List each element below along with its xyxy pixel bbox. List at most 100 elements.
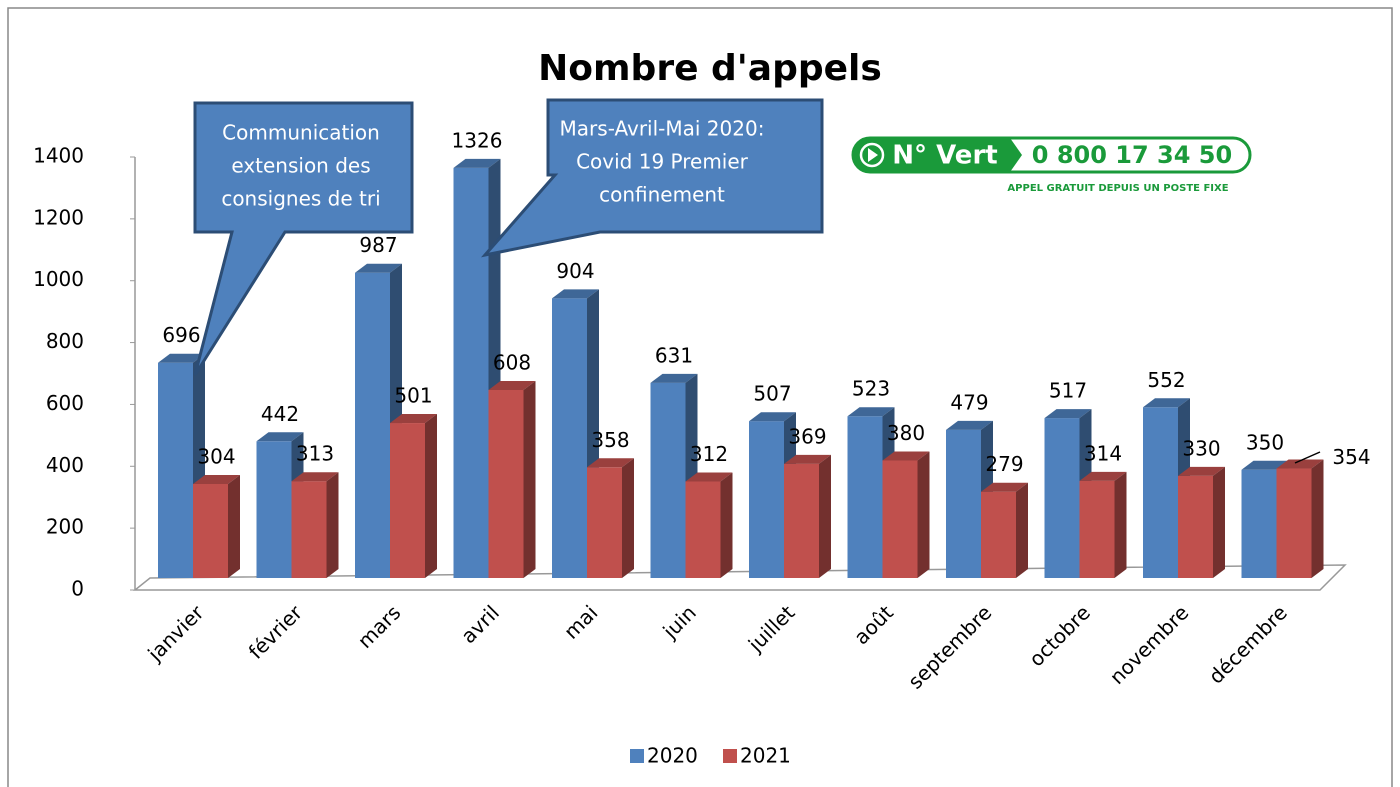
y-tick-label: 800	[46, 329, 84, 353]
bar-front	[981, 491, 1016, 578]
bar-front	[882, 460, 918, 578]
bar-side	[523, 380, 536, 578]
bar-top	[882, 451, 930, 461]
value-label: 501	[394, 384, 432, 408]
bar	[1178, 466, 1225, 578]
bar-front	[390, 423, 425, 578]
callout	[193, 101, 414, 376]
bar-front	[1241, 469, 1277, 578]
bar-top	[587, 458, 634, 468]
bar	[1079, 471, 1127, 578]
value-label: 314	[1084, 441, 1122, 465]
bar-front	[1276, 468, 1312, 578]
bar	[193, 474, 240, 578]
value-label: 552	[1147, 368, 1185, 392]
value-label: 312	[690, 442, 728, 466]
bar	[453, 158, 501, 578]
callout	[480, 98, 824, 258]
callout-text: extension des	[231, 154, 370, 178]
bar-side	[425, 414, 437, 578]
bar-side	[1114, 471, 1127, 578]
callout-text: Communication	[222, 121, 380, 145]
bar-front	[355, 272, 390, 578]
logo-caption: APPEL GRATUIT DEPUIS UN POSTE FIXE	[1007, 183, 1228, 194]
bar-top	[1079, 471, 1127, 481]
value-label: 380	[887, 421, 925, 445]
bar-top	[650, 373, 698, 383]
bar-side	[819, 454, 831, 578]
bar-front	[256, 441, 292, 578]
value-label: 313	[296, 442, 334, 466]
bar-top	[946, 420, 993, 430]
value-label: 696	[162, 323, 200, 347]
bar-front	[291, 481, 327, 578]
bar-top	[256, 432, 304, 442]
bar-side	[326, 472, 339, 578]
bar-front	[1143, 407, 1178, 578]
bar-front	[488, 389, 524, 578]
marks	[158, 158, 1324, 578]
bar-top	[453, 158, 501, 168]
callout-text: confinement	[599, 183, 725, 207]
legend-label: 2021	[740, 744, 791, 768]
bar-front	[552, 298, 587, 578]
y-tick-label: 600	[46, 391, 84, 415]
value-label: 330	[1182, 436, 1220, 460]
leader-line	[1294, 451, 1321, 464]
y-tick-label: 400	[46, 453, 84, 477]
y-tick-label: 200	[46, 515, 84, 539]
value-label: 608	[493, 350, 531, 374]
bar-front	[685, 481, 721, 578]
value-label: 358	[591, 428, 629, 452]
value-label: 523	[852, 377, 890, 401]
legend-swatch	[723, 749, 737, 763]
bar-top	[1241, 460, 1289, 470]
y-tick-label: 0	[71, 577, 84, 601]
bar	[291, 472, 339, 578]
bar-top	[355, 263, 402, 273]
bar	[488, 380, 536, 578]
legend-swatch	[630, 749, 644, 763]
bar-front	[453, 167, 489, 578]
value-label: 354	[1332, 445, 1370, 469]
bar-front	[1044, 418, 1080, 578]
value-label: 517	[1049, 379, 1087, 403]
bar-front	[587, 467, 622, 578]
callout-text: Mars-Avril-Mai 2020:	[560, 117, 765, 141]
value-label: 369	[788, 424, 826, 448]
bar-side	[622, 458, 634, 578]
y-tick-label: 1200	[33, 205, 84, 229]
bar	[1044, 409, 1092, 578]
value-label: 442	[261, 402, 299, 426]
bar-front	[946, 429, 981, 578]
bar-top	[1276, 459, 1324, 469]
bar-top	[847, 407, 895, 417]
bar	[784, 454, 831, 578]
bar	[882, 451, 930, 578]
bar-side	[917, 451, 930, 578]
logo-number: 0 800 17 34 50	[1032, 141, 1232, 169]
bar-top	[1178, 466, 1225, 476]
value-label: 279	[985, 452, 1023, 476]
bar-front	[784, 463, 819, 578]
bar-front	[158, 362, 193, 578]
logo-label: N° Vert	[892, 141, 997, 171]
bar-top	[291, 472, 339, 482]
value-label: 304	[197, 444, 235, 468]
chart-title: Nombre d'appels	[538, 48, 882, 89]
bar-top	[981, 482, 1028, 492]
value-label: 507	[753, 382, 791, 406]
bar-top	[1143, 398, 1190, 408]
bar-top	[193, 474, 240, 484]
value-label: 904	[556, 259, 594, 283]
logo-badge	[853, 138, 1022, 172]
value-label: 479	[950, 390, 988, 414]
legend-label: 2020	[647, 744, 698, 768]
bar	[685, 472, 733, 578]
callout-text: Covid 19 Premier	[576, 150, 749, 174]
value-label: 987	[359, 233, 397, 257]
value-label: 1326	[452, 128, 503, 152]
bar-side	[720, 472, 733, 578]
y-tick-label: 1400	[33, 144, 84, 168]
